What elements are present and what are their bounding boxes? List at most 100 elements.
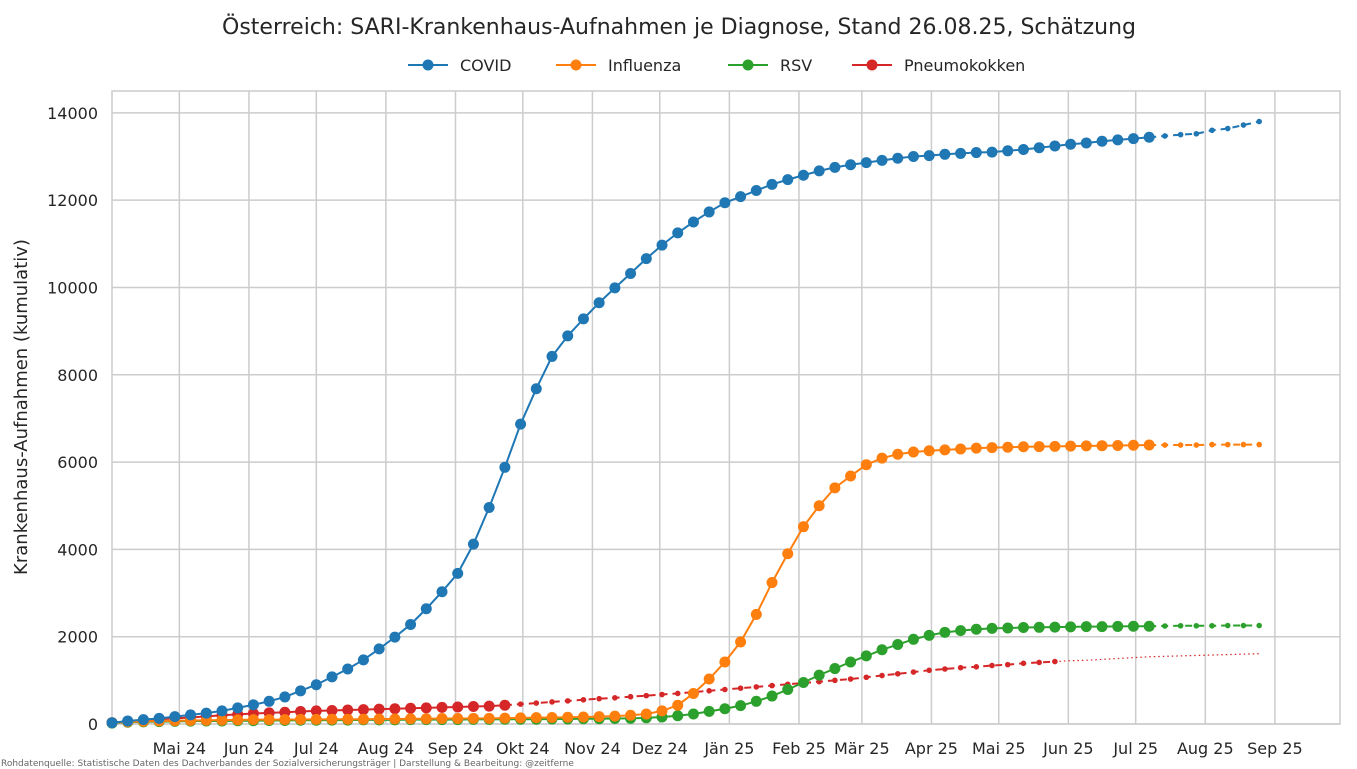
y-axis-label: Krankenhaus-Aufnahmen (kumulativ) (11, 239, 32, 575)
data-point (719, 703, 731, 715)
data-point (357, 704, 369, 716)
data-point-estimate (1036, 659, 1042, 666)
data-point (986, 622, 998, 634)
data-point (876, 644, 888, 656)
data-point (860, 157, 872, 169)
x-tick-label: Mai 25 (972, 739, 1026, 758)
data-point-estimate (753, 684, 760, 690)
data-point (436, 713, 448, 725)
data-point (1033, 441, 1045, 453)
data-point (405, 618, 417, 630)
data-point (373, 643, 385, 655)
data-point (876, 452, 888, 464)
data-point (515, 712, 527, 724)
y-tick-label: 0 (88, 715, 98, 734)
data-point (1096, 621, 1108, 633)
y-tick-label: 10000 (47, 278, 98, 297)
x-axis-ticks: Mai 24 Jun 24 Jul 24 Aug 24 Sep 24 Okt 24 Nov … (153, 739, 1303, 758)
data-point (955, 625, 967, 637)
data-point (766, 577, 778, 589)
data-point (703, 673, 715, 685)
data-point-estimate (957, 664, 964, 671)
legend-label: Pneumokokken (904, 56, 1025, 75)
data-point (216, 705, 228, 717)
data-point-estimate (942, 666, 948, 672)
data-point-estimate (1193, 442, 1200, 448)
data-point (185, 709, 197, 721)
data-point (593, 711, 605, 723)
data-point (970, 442, 982, 454)
data-point (530, 383, 542, 395)
data-point-estimate (863, 674, 870, 681)
data-point-estimate (627, 693, 634, 700)
data-point (1017, 622, 1029, 634)
data-point (483, 712, 495, 724)
data-point-estimate (1224, 622, 1231, 629)
data-point (1127, 133, 1139, 145)
data-point (1112, 134, 1124, 146)
data-point (907, 446, 919, 458)
series-influenza (106, 439, 1262, 729)
data-point-estimate (1193, 130, 1200, 137)
data-point (892, 152, 904, 164)
data-point-estimate (643, 692, 650, 699)
data-point-estimate (1240, 122, 1247, 128)
data-point (483, 700, 495, 712)
data-point (703, 705, 715, 717)
data-point (499, 461, 511, 473)
data-point (263, 695, 275, 707)
data-point (1080, 440, 1092, 452)
data-point-estimate (580, 696, 587, 703)
data-point-estimate (549, 699, 555, 705)
data-point (955, 147, 967, 159)
data-point (672, 710, 684, 722)
data-point (106, 717, 118, 729)
data-point-estimate (1256, 622, 1262, 629)
x-tick-label: Sep 24 (428, 739, 484, 758)
data-point (420, 702, 432, 714)
data-point-estimate (879, 672, 885, 679)
source-note: Rohdatenquelle: Statistische Daten des D… (1, 759, 574, 769)
data-point (797, 169, 809, 181)
data-point (389, 631, 401, 643)
data-point-estimate (973, 664, 980, 670)
data-point-estimate (1162, 442, 1168, 448)
data-point (1049, 140, 1061, 152)
x-tick-label: Jän 25 (703, 739, 754, 758)
x-tick-label: Dez 24 (632, 739, 688, 758)
x-tick-label: Aug 25 (1177, 739, 1234, 758)
data-point (829, 663, 841, 675)
data-point (1049, 440, 1061, 452)
data-point (813, 500, 825, 512)
data-point (200, 707, 212, 719)
data-point (703, 206, 715, 218)
data-point (247, 714, 259, 726)
data-point-estimate (1256, 118, 1262, 125)
legend-label: COVID (460, 56, 511, 75)
data-point (845, 159, 857, 171)
data-point (845, 656, 857, 668)
data-point (1080, 137, 1092, 149)
data-point (153, 712, 165, 724)
data-point (342, 713, 354, 725)
data-point (499, 712, 511, 724)
data-point (1033, 142, 1045, 154)
data-point (1017, 143, 1029, 155)
data-point (813, 165, 825, 177)
data-point (923, 445, 935, 457)
series-covid (106, 118, 1262, 729)
data-point-estimate (722, 686, 728, 693)
data-point (577, 313, 589, 325)
data-point (263, 714, 275, 726)
legend-item-pneumokokken: Pneumokokken (852, 56, 1025, 75)
chart-legend: COVID Influenza RSV Pneumokokken (408, 56, 1025, 75)
data-point (986, 442, 998, 454)
data-point-estimate (1177, 622, 1184, 629)
x-tick-label: Apr 25 (905, 739, 958, 758)
data-point (577, 711, 589, 723)
data-point (593, 297, 605, 309)
data-point-estimate (533, 700, 540, 706)
data-point (766, 690, 778, 702)
data-point (169, 711, 181, 723)
data-point-estimate (1162, 133, 1168, 139)
